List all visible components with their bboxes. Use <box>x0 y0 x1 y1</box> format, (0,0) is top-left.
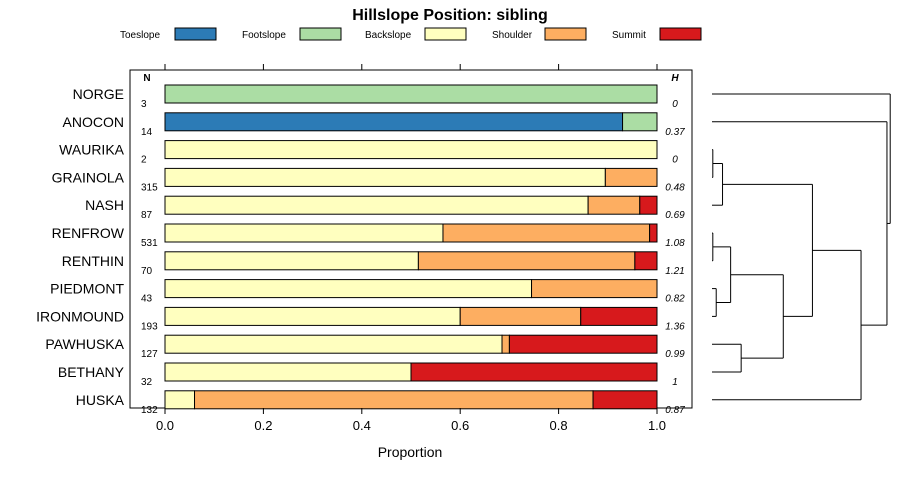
bar-segment-bethany-summit <box>410 362 658 382</box>
bar-segment-grainola-shoulder <box>604 167 658 187</box>
x-tick-label-2: 0.4 <box>353 418 371 433</box>
legend: Toeslope Footslope Backslope Shoulder Summit <box>120 27 702 41</box>
bar-segment-renfrow-summit <box>649 223 658 243</box>
n-value-renfrow: 531 <box>141 238 158 249</box>
category-label-waurika: WAURIKA <box>59 142 124 158</box>
category-label-piedmont: PIEDMONT <box>50 281 124 297</box>
h-value-anocon: 0.37 <box>665 127 685 138</box>
h-value-grainola: 0.48 <box>665 182 685 193</box>
bar-segment-nash-summit <box>639 195 658 215</box>
category-label-nash: NASH <box>85 197 124 213</box>
h-value-bethany: 1 <box>672 377 678 388</box>
legend-swatch-summit <box>659 27 702 41</box>
h-header: H <box>671 73 679 84</box>
category-label-anocon: ANOCON <box>63 114 124 130</box>
h-value-huska: 0.87 <box>665 405 685 416</box>
legend-swatch-toeslope <box>174 27 217 41</box>
bar-segment-anocon-toeslope <box>164 112 624 132</box>
category-label-renfrow: RENFROW <box>52 225 125 241</box>
dendrogram <box>712 93 891 401</box>
bar-segment-piedmont-backslope <box>164 279 533 299</box>
x-axis: 0.0 0.2 0.4 0.6 0.8 1.0 <box>156 64 666 433</box>
bar-segment-ironmound-summit <box>580 306 658 326</box>
bar-segment-ironmound-backslope <box>164 306 461 326</box>
n-value-norge: 3 <box>141 99 147 110</box>
bar-segment-renthin-summit <box>634 251 658 271</box>
bar-segment-waurika-backslope <box>164 140 658 160</box>
category-label-huska: HUSKA <box>76 392 125 408</box>
bar-segment-huska-backslope <box>164 390 196 410</box>
category-label-pawhuska: PAWHUSKA <box>45 336 124 352</box>
bar-segment-pawhuska-backslope <box>164 334 503 354</box>
category-label-renthin: RENTHIN <box>62 253 124 269</box>
x-tick-label-1: 0.2 <box>254 418 272 433</box>
chart-title: Hillslope Position: sibling <box>352 7 548 24</box>
legend-swatch-footslope <box>299 27 342 41</box>
legend-swatch-backslope <box>424 27 467 41</box>
category-label-ironmound: IRONMOUND <box>36 308 124 324</box>
n-value-bethany: 32 <box>141 377 153 388</box>
bar-segment-norge-footslope <box>164 84 658 104</box>
legend-label-footslope: Footslope <box>242 30 286 41</box>
h-value-norge: 0 <box>672 99 678 110</box>
bar-segment-nash-backslope <box>164 195 589 215</box>
n-header: N <box>143 73 150 84</box>
h-value-nash: 0.69 <box>665 210 685 221</box>
x-tick-label-4: 0.8 <box>550 418 568 433</box>
bar-segment-pawhuska-shoulder <box>501 334 510 354</box>
n-value-pawhuska: 127 <box>141 349 158 360</box>
n-value-renthin: 70 <box>141 266 153 277</box>
bar-segment-renthin-shoulder <box>417 251 636 271</box>
bar-segment-grainola-backslope <box>164 167 606 187</box>
n-value-anocon: 14 <box>141 127 153 138</box>
legend-label-summit: Summit <box>612 30 646 41</box>
legend-label-shoulder: Shoulder <box>492 30 533 41</box>
bar-segment-huska-summit <box>592 390 658 410</box>
bar-segment-renfrow-backslope <box>164 223 444 243</box>
row-labels: NORGE 3 0 ANOCON 14 0.37 WAURIKA 2 0 GRAINOLA 315 0… <box>36 86 685 416</box>
bar-segment-renthin-backslope <box>164 251 419 271</box>
h-value-renfrow: 1.08 <box>665 238 685 249</box>
bar-segment-ironmound-shoulder <box>459 306 582 326</box>
bar-segment-bethany-backslope <box>164 362 412 382</box>
category-label-norge: NORGE <box>73 86 124 102</box>
bars-group <box>164 84 658 410</box>
x-tick-label-0: 0.0 <box>156 418 174 433</box>
n-value-waurika: 2 <box>141 155 147 166</box>
legend-label-toeslope: Toeslope <box>120 30 160 41</box>
h-value-pawhuska: 0.99 <box>665 349 685 360</box>
bar-segment-renfrow-shoulder <box>442 223 651 243</box>
bar-segment-anocon-footslope <box>622 112 658 132</box>
category-label-bethany: BETHANY <box>58 364 125 380</box>
n-value-ironmound: 193 <box>141 321 158 332</box>
bar-segment-huska-shoulder <box>194 390 594 410</box>
n-value-piedmont: 43 <box>141 294 153 305</box>
x-axis-title: Proportion <box>378 444 443 460</box>
x-tick-label-5: 1.0 <box>648 418 666 433</box>
h-value-waurika: 0 <box>672 155 678 166</box>
x-tick-label-3: 0.6 <box>451 418 469 433</box>
h-value-ironmound: 1.36 <box>665 321 685 332</box>
legend-swatch-shoulder <box>544 27 587 41</box>
n-value-huska: 132 <box>141 405 158 416</box>
n-value-grainola: 315 <box>141 182 158 193</box>
category-label-grainola: GRAINOLA <box>52 169 125 185</box>
bar-segment-piedmont-shoulder <box>531 279 658 299</box>
h-value-piedmont: 0.82 <box>665 294 685 305</box>
legend-label-backslope: Backslope <box>365 30 412 41</box>
bar-segment-nash-shoulder <box>587 195 641 215</box>
n-value-nash: 87 <box>141 210 153 221</box>
h-value-renthin: 1.21 <box>665 266 684 277</box>
bar-segment-pawhuska-summit <box>508 334 658 354</box>
